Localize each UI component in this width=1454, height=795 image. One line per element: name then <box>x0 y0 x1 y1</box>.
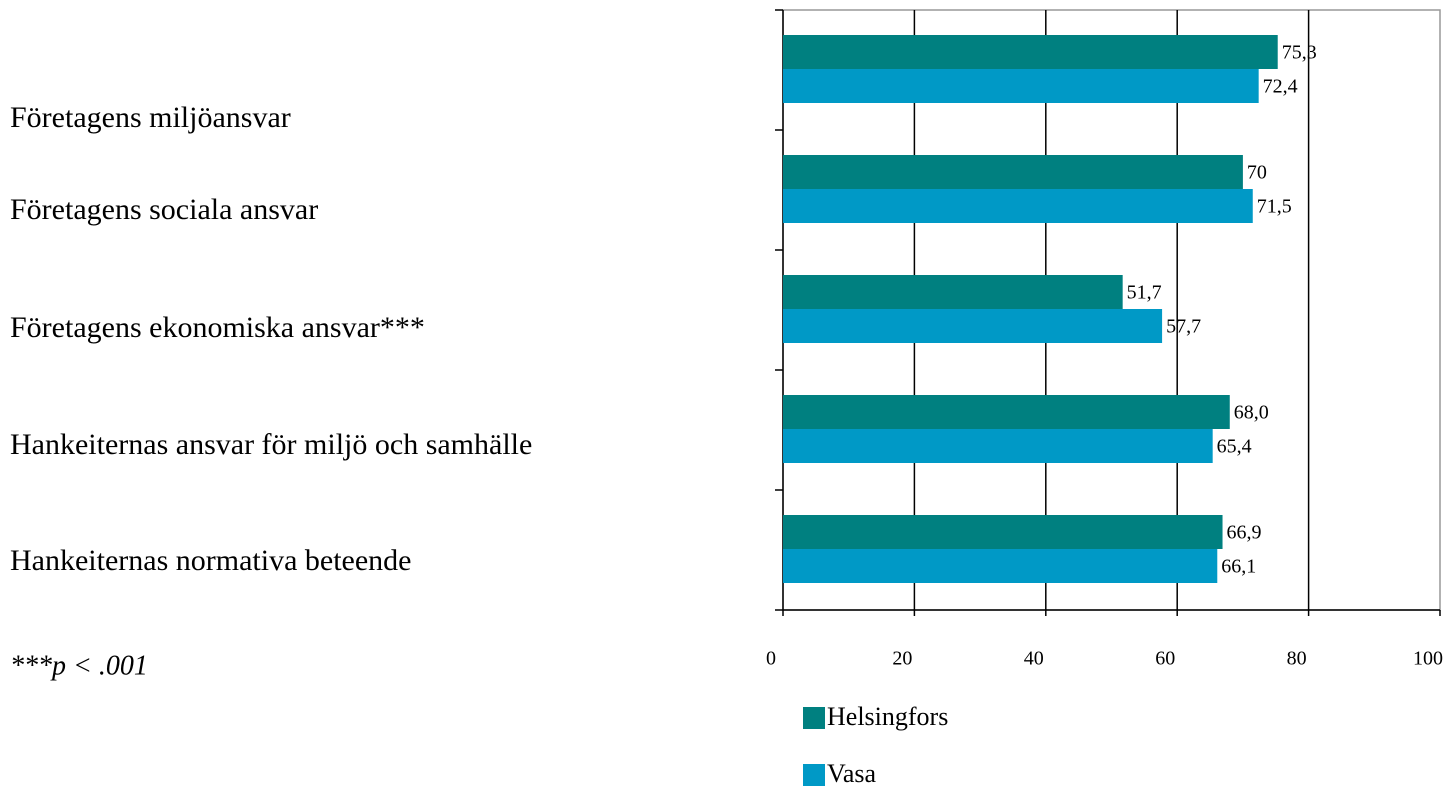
y-tick-label: Företagens ekonomiska ansvar*** <box>10 311 425 344</box>
y-tick-label: Företagens miljöansvar <box>10 101 291 134</box>
legend-label: Helsingfors <box>827 702 948 731</box>
data-label: 68,0 <box>1234 402 1269 424</box>
x-tick-label: 20 <box>892 648 912 670</box>
x-tick-label: 60 <box>1155 648 1175 670</box>
bar <box>783 515 1223 549</box>
bar <box>783 429 1213 463</box>
x-tick-label: 40 <box>1024 648 1044 670</box>
bar <box>783 69 1259 103</box>
y-tick-label: Företagens sociala ansvar <box>10 193 318 226</box>
legend-label: Vasa <box>827 759 877 788</box>
bar <box>783 549 1218 583</box>
legend-swatch <box>803 707 825 729</box>
bar <box>783 309 1163 343</box>
data-label: 66,1 <box>1221 556 1256 578</box>
legend-swatch <box>803 764 825 786</box>
y-tick-label: Hankeiternas ansvar för miljö och samhäl… <box>10 428 532 461</box>
data-label: 57,7 <box>1166 316 1201 338</box>
data-label: 66,9 <box>1227 522 1262 544</box>
data-label: 75,3 <box>1282 42 1317 64</box>
data-label: 65,4 <box>1217 436 1252 458</box>
bar <box>783 155 1243 189</box>
bar <box>783 275 1123 309</box>
footnote: ***p < .001 <box>10 650 148 681</box>
data-label: 71,5 <box>1257 196 1292 218</box>
bar <box>783 35 1278 69</box>
data-label: 72,4 <box>1263 76 1298 98</box>
data-label: 70 <box>1247 162 1267 184</box>
bar <box>783 189 1253 223</box>
x-tick-label: 80 <box>1287 648 1307 670</box>
x-tick-label: 0 <box>766 648 776 670</box>
y-tick-label: Hankeiternas normativa beteende <box>10 544 411 577</box>
x-tick-label: 100 <box>1413 648 1443 670</box>
data-label: 51,7 <box>1127 282 1162 304</box>
bar <box>783 395 1230 429</box>
